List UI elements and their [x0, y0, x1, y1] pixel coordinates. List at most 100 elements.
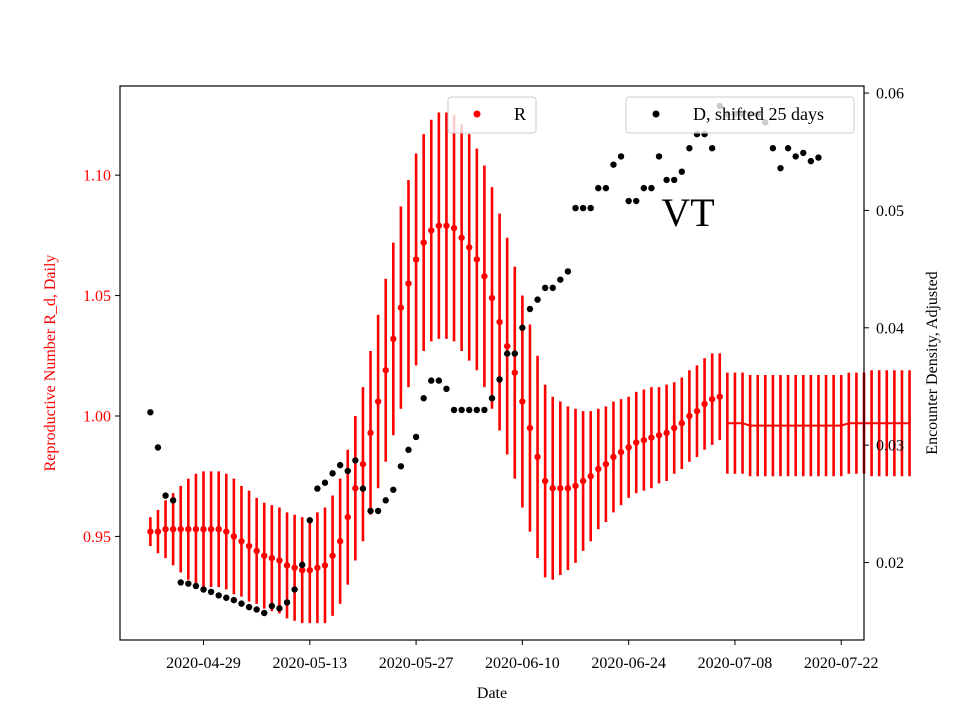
- r-point: [663, 429, 670, 437]
- d-point: [200, 586, 207, 593]
- r-point: [177, 526, 184, 533]
- d-point: [397, 463, 405, 470]
- d-point: [261, 609, 268, 617]
- d-point: [708, 145, 716, 152]
- r-point: [488, 294, 496, 302]
- r-point: [238, 538, 245, 545]
- r-point: [147, 528, 154, 535]
- d-point: [230, 596, 238, 604]
- r-point: [207, 526, 215, 533]
- r-point: [352, 485, 359, 492]
- d-point: [595, 184, 602, 192]
- r-point: [283, 562, 291, 569]
- r-point: [154, 528, 162, 535]
- r-point: [382, 367, 389, 374]
- y-axis-left-label: Reproductive Number R_d, Daily: [42, 255, 59, 472]
- d-point: [534, 296, 541, 303]
- r-point: [716, 393, 723, 400]
- r-point: [549, 485, 556, 492]
- d-point: [800, 149, 807, 157]
- legend-d: D, shifted 25 days: [625, 96, 855, 134]
- d-point: [207, 588, 215, 596]
- d-point: [496, 376, 503, 383]
- d-point: [807, 157, 815, 165]
- r-point: [306, 566, 313, 574]
- d-point: [169, 497, 177, 504]
- r-point: [503, 342, 511, 350]
- r-point: [640, 436, 648, 444]
- d-point: [321, 479, 329, 486]
- r-point: [443, 222, 450, 229]
- d-point: [557, 276, 564, 283]
- d-point: [777, 164, 784, 172]
- r-point: [344, 513, 351, 521]
- y-left-tick-label: 1.00: [83, 408, 111, 425]
- d-point: [450, 406, 458, 414]
- r-projected-line: [727, 422, 910, 427]
- d-point: [367, 507, 374, 515]
- d-point: [154, 444, 162, 451]
- r-point: [405, 280, 412, 287]
- r-point: [428, 227, 435, 234]
- r-point: [245, 542, 253, 550]
- d-point: [420, 395, 427, 402]
- d-point: [314, 485, 321, 492]
- r-point: [420, 239, 427, 246]
- r-point: [359, 460, 367, 468]
- r-point: [223, 528, 230, 535]
- r-point: [701, 400, 708, 408]
- r-point: [693, 407, 701, 415]
- y-axis-right-label: Encounter Density, Adjusted: [924, 271, 941, 454]
- d-point: [306, 517, 313, 524]
- r-point: [534, 453, 541, 461]
- r-point: [397, 304, 405, 311]
- d-point: [412, 433, 420, 441]
- d-point: [291, 586, 298, 593]
- r-point: [686, 412, 693, 420]
- d-point: [663, 176, 670, 184]
- d-point: [299, 561, 306, 569]
- legend-d-marker: [652, 110, 660, 118]
- r-point: [192, 526, 200, 533]
- r-point: [496, 318, 503, 326]
- r-point: [169, 526, 177, 533]
- r-point: [276, 557, 283, 564]
- r-point: [671, 424, 678, 432]
- r-point: [625, 444, 632, 451]
- d-point: [587, 204, 594, 212]
- r-point: [450, 224, 458, 232]
- r-point: [336, 538, 344, 545]
- d-point: [336, 461, 344, 469]
- d-point: [276, 605, 283, 612]
- r-point: [390, 335, 397, 343]
- series-layer: [147, 102, 911, 624]
- r-point: [162, 526, 169, 533]
- y-left-tick-label: 1.10: [83, 168, 111, 185]
- d-point: [686, 145, 693, 152]
- d-point: [519, 324, 526, 331]
- legend-r-marker: [473, 110, 481, 118]
- r-point: [633, 439, 640, 446]
- r-point: [253, 547, 260, 555]
- d-point: [610, 161, 617, 168]
- d-point: [602, 184, 610, 192]
- y-right-tick-label: 0.04: [876, 320, 904, 337]
- d-point: [435, 377, 443, 384]
- d-point: [815, 154, 822, 161]
- d-point: [640, 184, 648, 192]
- d-point: [283, 599, 291, 606]
- d-point: [579, 204, 587, 212]
- r-point: [557, 485, 564, 492]
- r-point: [185, 526, 192, 533]
- d-point: [177, 579, 184, 586]
- d-point: [192, 582, 200, 590]
- r-point: [708, 395, 716, 403]
- d-point: [390, 486, 397, 493]
- d-point: [503, 350, 511, 357]
- d-point: [443, 385, 450, 393]
- r-point: [519, 398, 526, 405]
- d-point: [481, 406, 488, 414]
- d-point: [405, 446, 412, 454]
- d-point: [253, 606, 260, 613]
